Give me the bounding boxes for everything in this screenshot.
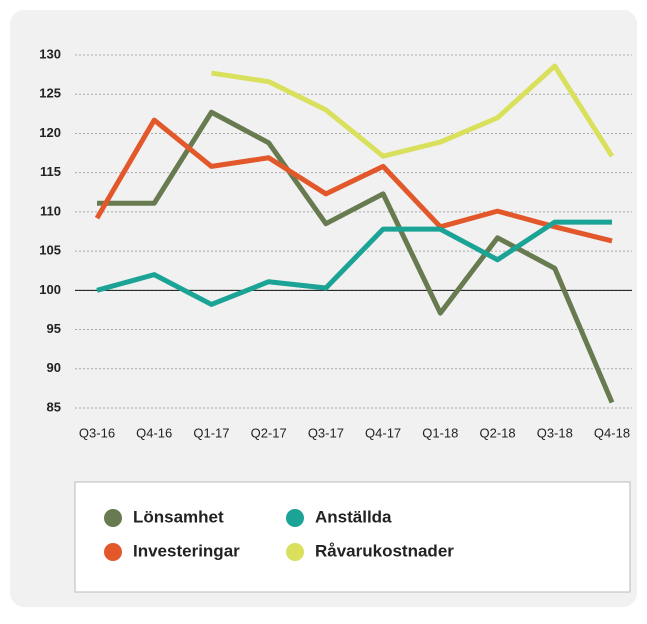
x-tick-label: Q1-18 bbox=[422, 425, 458, 440]
line-series bbox=[94, 117, 613, 244]
legend-label: Investeringar bbox=[133, 541, 240, 560]
x-tick-label: Q3-16 bbox=[79, 425, 115, 440]
x-tick-label: Q3-17 bbox=[308, 425, 344, 440]
y-tick-label: 110 bbox=[40, 203, 61, 218]
legend-label: Anställda bbox=[315, 507, 392, 526]
legend-label: Råvarukostnader bbox=[315, 541, 454, 560]
y-tick-label: 120 bbox=[39, 125, 61, 140]
x-tick-label: Q4-16 bbox=[136, 425, 172, 440]
x-tick-label: Q2-18 bbox=[479, 425, 515, 440]
y-tick-label: 125 bbox=[39, 86, 61, 101]
line-series bbox=[211, 63, 615, 159]
y-tick-label: 105 bbox=[39, 243, 61, 258]
x-tick-label: Q4-18 bbox=[594, 425, 630, 440]
y-tick-label: 95 bbox=[47, 321, 61, 336]
y-tick-label: 115 bbox=[40, 164, 61, 179]
legend-box bbox=[74, 481, 631, 593]
x-tick-label: Q1-17 bbox=[193, 425, 229, 440]
legend-marker bbox=[286, 509, 304, 527]
x-tick-label: Q3-18 bbox=[537, 425, 573, 440]
legend-marker bbox=[104, 543, 122, 561]
y-tick-label: 85 bbox=[47, 399, 61, 414]
y-tick-label: 90 bbox=[47, 360, 61, 375]
line-series bbox=[97, 109, 615, 404]
panel bbox=[10, 10, 637, 607]
y-tick-label: 100 bbox=[39, 282, 61, 297]
legend-marker bbox=[286, 543, 304, 561]
legend-marker bbox=[104, 509, 122, 527]
x-tick-label: Q2-17 bbox=[251, 425, 287, 440]
legend-label: Lönsamhet bbox=[133, 507, 224, 526]
line-series bbox=[96, 219, 612, 307]
y-tick-label: 130 bbox=[39, 46, 61, 61]
x-tick-label: Q4-17 bbox=[365, 425, 401, 440]
